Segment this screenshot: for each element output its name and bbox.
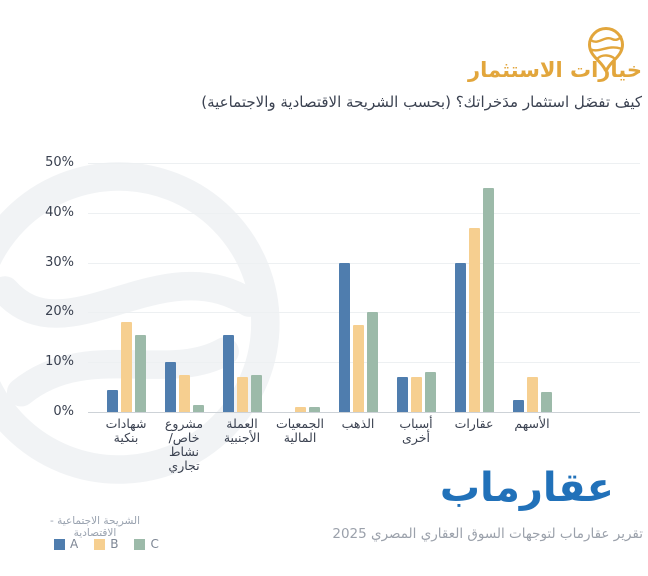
bar-series-C <box>134 334 146 412</box>
gridline <box>88 412 640 413</box>
bar-series-B <box>526 377 538 412</box>
legend-swatch <box>94 538 106 550</box>
y-axis-tick-label: 20% <box>45 304 74 320</box>
bar-series-A <box>164 362 176 412</box>
bar-series-B <box>294 407 306 412</box>
x-axis-category-label: الذهب <box>341 416 375 431</box>
y-axis-tick-label: 50% <box>45 155 74 170</box>
gridline <box>88 312 640 314</box>
bar-series-C <box>540 392 552 412</box>
bar-series-C <box>482 187 494 412</box>
bar-series-C <box>250 374 262 412</box>
bar-group <box>454 187 494 412</box>
y-axis-tick-label: 30% <box>45 254 74 270</box>
bar-group <box>396 372 436 412</box>
bar-series-B <box>120 322 132 412</box>
x-axis-category-label: شهادات بنكية <box>105 416 147 445</box>
gridline <box>88 262 640 264</box>
legend-item: A <box>54 537 78 551</box>
bar-series-A <box>106 389 118 412</box>
bar-series-B <box>178 374 190 412</box>
legend-swatch <box>134 538 146 550</box>
y-axis-tick-label: 40% <box>45 204 74 220</box>
bar-series-C <box>192 404 204 412</box>
legend-item: B <box>94 537 118 551</box>
bar-group <box>338 262 378 412</box>
brand-wordmark: عقارماب <box>439 465 614 511</box>
legend-label: C <box>150 537 159 551</box>
bar-series-B <box>468 227 480 412</box>
x-axis-category-label: الجمعيات المالية <box>276 416 324 445</box>
report-caption: تقرير عقارماب لتوجهات السوق العقاري المص… <box>332 526 643 542</box>
bar-series-A <box>222 334 234 412</box>
bar-series-A <box>454 262 466 412</box>
chart-subtitle: كيف تفضَل استثمار مدَخراتك؟ (بحسب الشريح… <box>201 93 642 111</box>
x-axis-category-label: عقارات <box>454 416 494 431</box>
bar-series-A <box>512 399 524 412</box>
gridline <box>88 212 640 214</box>
bar-series-A <box>338 262 350 412</box>
bar-series-C <box>366 312 378 412</box>
legend-label: A <box>70 537 79 551</box>
gridline <box>88 362 640 364</box>
bar-series-B <box>410 377 422 412</box>
bar-group <box>164 362 204 412</box>
bar-series-C <box>308 407 320 412</box>
x-axis-category-label: الأسهم <box>514 416 550 431</box>
gridline <box>88 163 640 164</box>
bar-group <box>222 334 262 412</box>
y-axis-tick-label: 10% <box>45 354 74 370</box>
legend: A B C <box>54 537 159 551</box>
legend-item: C <box>134 537 159 551</box>
aqarmap-pin-icon <box>587 26 625 73</box>
x-axis-category-label: مشروع خاص/نشاط تجاري <box>164 416 204 473</box>
page-title: خيارات الاستثمار <box>468 58 642 82</box>
bar-series-B <box>236 377 248 412</box>
bar-group <box>280 407 320 412</box>
bar-group <box>512 377 552 412</box>
bar-series-B <box>352 324 364 412</box>
bar-series-C <box>424 372 436 412</box>
legend-label: B <box>110 537 119 551</box>
legend-swatch <box>54 538 65 550</box>
y-axis-tick-label: 0% <box>53 404 74 419</box>
x-axis-category-label: أسباب أخرى <box>399 416 433 445</box>
legend-title: الشريحة الاجتماعية - الاقتصادية <box>50 515 140 539</box>
bar-series-A <box>396 377 408 412</box>
bar-group <box>106 322 146 412</box>
x-axis-category-label: العملة الأجنبية <box>223 416 261 445</box>
